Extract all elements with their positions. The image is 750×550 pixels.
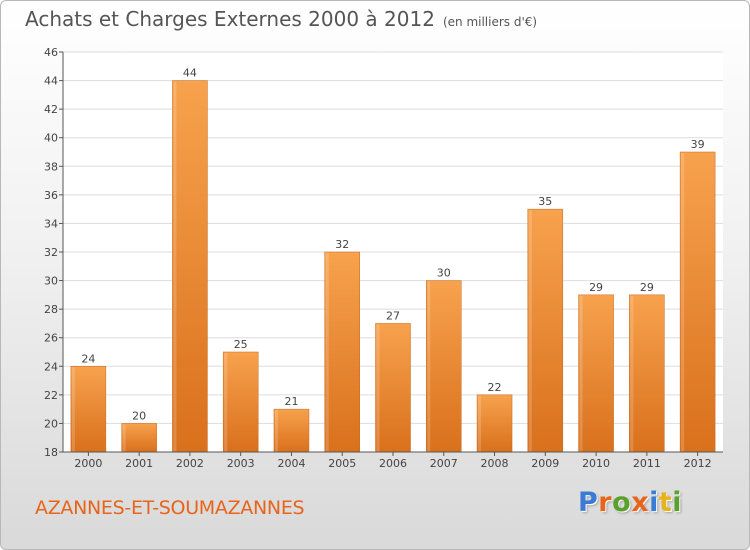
bar-highlight	[325, 253, 329, 452]
y-tick-label: 40	[44, 132, 58, 145]
x-tick-label: 2012	[684, 457, 712, 470]
data-label: 21	[284, 395, 298, 408]
brand-letter: x	[631, 487, 650, 518]
y-tick-label: 46	[44, 46, 58, 59]
y-tick-label: 22	[44, 389, 58, 402]
proxiti-logo[interactable]: Proxiti	[578, 487, 682, 518]
y-tick-label: 34	[44, 217, 58, 230]
data-label: 27	[386, 309, 400, 322]
data-label: 32	[335, 238, 349, 251]
x-tick-label: 2007	[430, 457, 458, 470]
bar	[527, 208, 564, 453]
bar-highlight	[630, 295, 634, 452]
y-tick-label: 38	[44, 160, 58, 173]
bar-highlight	[376, 324, 380, 452]
x-tick-label: 2001	[125, 457, 153, 470]
brand-letter: o	[612, 487, 632, 518]
bar	[476, 394, 513, 453]
bar-highlight	[427, 281, 431, 452]
data-label: 24	[81, 352, 95, 365]
chart-title: Achats et Charges Externes 2000 à 2012	[25, 7, 435, 31]
bar	[172, 80, 208, 453]
y-tick-label: 44	[44, 75, 58, 88]
bar-highlight	[579, 295, 583, 452]
bar-highlight	[478, 395, 482, 452]
bar	[70, 366, 107, 453]
brand-letter: t	[658, 487, 673, 518]
y-tick-label: 28	[44, 303, 58, 316]
bar	[121, 423, 157, 453]
data-label: 35	[538, 195, 552, 208]
data-label: 29	[589, 281, 603, 294]
bar	[679, 151, 716, 453]
y-tick-label: 30	[44, 275, 58, 288]
bar	[426, 280, 462, 453]
y-tick-label: 18	[44, 446, 58, 459]
data-label: 25	[234, 338, 248, 351]
x-tick-label: 2006	[379, 457, 407, 470]
bar	[222, 351, 259, 453]
data-label: 44	[183, 67, 197, 80]
y-tick-label: 24	[44, 360, 58, 373]
y-tick-label: 42	[44, 103, 58, 116]
x-tick-label: 2000	[74, 457, 102, 470]
data-label: 30	[437, 267, 451, 280]
x-tick-label: 2011	[633, 457, 661, 470]
data-label: 22	[488, 381, 502, 394]
bar-highlight	[71, 367, 75, 452]
data-label: 39	[691, 138, 705, 151]
bar	[273, 408, 310, 453]
data-label: 20	[132, 409, 146, 422]
bar-highlight	[122, 424, 126, 452]
x-tick-label: 2009	[531, 457, 559, 470]
y-tick-label: 26	[44, 332, 58, 345]
chart-title-row: Achats et Charges Externes 2000 à 2012 (e…	[25, 7, 537, 31]
x-tick-label: 2005	[328, 457, 356, 470]
bar-highlight	[224, 353, 228, 452]
y-tick-label: 36	[44, 189, 58, 202]
bar	[629, 294, 665, 453]
bar	[375, 323, 411, 453]
bar-highlight	[173, 81, 177, 453]
x-tick-label: 2008	[481, 457, 509, 470]
y-tick-label: 20	[44, 417, 58, 430]
bar-highlight	[528, 210, 532, 452]
data-label: 29	[640, 281, 654, 294]
x-tick-label: 2010	[582, 457, 610, 470]
brand-letter: i	[649, 487, 659, 518]
x-tick-label: 2003	[227, 457, 255, 470]
y-tick-label: 32	[44, 246, 58, 259]
brand-letter: P	[578, 487, 599, 518]
brand-letter: r	[598, 487, 613, 518]
bar	[578, 294, 614, 453]
bar-highlight	[274, 410, 278, 452]
bar	[324, 251, 360, 453]
chart-subtitle: (en milliers d'€)	[442, 15, 538, 29]
brand-letter: i	[672, 487, 683, 518]
commune-name: AZANNES-ET-SOUMAZANNES	[35, 497, 305, 519]
x-tick-label: 2004	[277, 457, 305, 470]
bar-highlight	[681, 153, 685, 452]
x-tick-label: 2002	[176, 457, 204, 470]
